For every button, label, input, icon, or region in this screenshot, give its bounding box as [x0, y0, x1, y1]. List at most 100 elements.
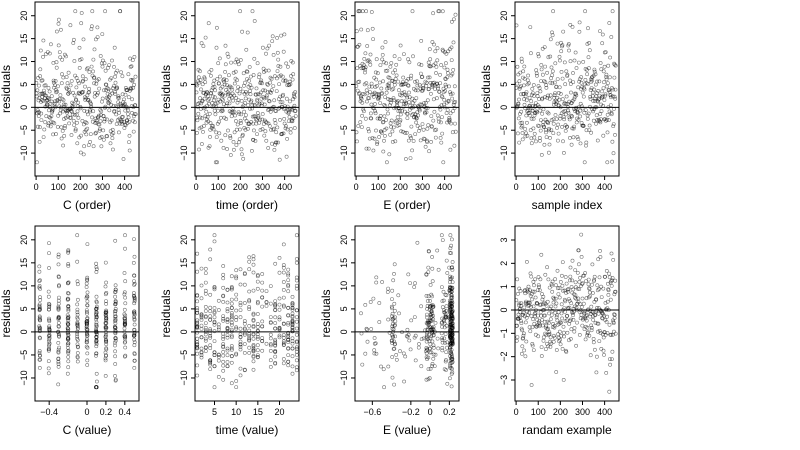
data-point	[424, 355, 429, 360]
x-tick-label: 100	[371, 182, 386, 192]
data-point	[370, 26, 375, 31]
data-point	[415, 240, 420, 245]
data-point	[66, 291, 71, 296]
data-point	[247, 332, 252, 337]
data-point	[550, 69, 555, 74]
data-point	[520, 344, 525, 349]
data-point	[56, 43, 61, 48]
data-point	[203, 325, 208, 330]
data-point	[570, 278, 575, 283]
data-point	[429, 114, 434, 119]
data-point	[225, 353, 230, 358]
data-point	[272, 118, 277, 122]
data-point	[85, 321, 89, 326]
data-point	[375, 71, 380, 76]
data-point	[65, 371, 70, 376]
data-point	[426, 367, 431, 372]
data-point	[556, 332, 561, 337]
data-point	[254, 92, 259, 97]
data-point	[56, 252, 61, 257]
data-point	[599, 346, 604, 351]
data-point	[225, 287, 230, 292]
data-point	[76, 297, 80, 302]
data-point	[37, 329, 42, 334]
data-point	[234, 326, 239, 331]
data-point	[381, 149, 386, 154]
data-point	[537, 284, 542, 289]
data-point	[571, 135, 576, 140]
data-point	[552, 335, 557, 340]
data-point	[610, 94, 615, 99]
data-point	[523, 320, 528, 325]
data-point	[450, 267, 455, 272]
data-point	[375, 142, 380, 146]
data-point	[255, 111, 260, 115]
data-point	[292, 95, 297, 100]
data-point	[411, 139, 416, 143]
data-point	[255, 132, 259, 137]
x-tick-label: 400	[437, 182, 452, 192]
data-point	[575, 110, 580, 115]
data-point	[195, 351, 200, 356]
data-point	[529, 51, 533, 56]
data-point	[234, 325, 239, 330]
y-tick-label: −10	[499, 145, 509, 160]
data-point	[515, 81, 520, 86]
data-point	[274, 89, 279, 94]
data-point	[281, 295, 286, 300]
data-point	[566, 108, 571, 113]
data-point	[260, 127, 265, 132]
data-point	[203, 338, 208, 343]
data-point	[84, 285, 89, 289]
data-point	[449, 276, 453, 281]
data-point	[608, 297, 613, 302]
data-point	[517, 303, 521, 308]
data-point	[113, 238, 118, 243]
data-point	[393, 319, 398, 324]
data-point	[195, 345, 200, 350]
data-point	[52, 85, 56, 90]
data-point	[448, 329, 453, 334]
data-point	[600, 89, 604, 94]
data-point	[563, 299, 568, 304]
data-point	[101, 128, 106, 133]
data-point	[115, 104, 120, 109]
data-point	[539, 345, 544, 350]
data-point	[357, 42, 362, 47]
data-point	[389, 338, 394, 343]
y-tick-label: 5	[179, 306, 189, 311]
data-point	[199, 317, 204, 322]
data-point	[286, 333, 291, 338]
data-point	[68, 23, 73, 28]
data-point	[132, 112, 137, 117]
data-point	[94, 265, 99, 270]
data-point	[393, 139, 398, 144]
data-point	[208, 346, 213, 351]
data-point	[221, 98, 226, 103]
data-point	[403, 354, 408, 359]
data-point	[443, 61, 448, 66]
data-point	[444, 111, 449, 116]
data-point	[431, 352, 436, 357]
data-point	[431, 345, 436, 350]
data-point	[587, 333, 592, 338]
data-point	[286, 267, 291, 272]
data-point	[229, 274, 234, 279]
data-point	[133, 74, 138, 79]
data-point	[606, 118, 611, 123]
data-point	[228, 153, 233, 157]
data-point	[277, 255, 282, 260]
data-point	[198, 115, 203, 120]
data-point	[208, 367, 213, 372]
data-point	[444, 84, 449, 89]
data-point	[94, 261, 99, 266]
data-point	[391, 98, 396, 103]
data-point	[366, 126, 371, 131]
data-point	[449, 372, 454, 376]
y-axis-label: residuals	[479, 65, 493, 113]
data-point	[113, 319, 117, 323]
data-point	[208, 359, 213, 364]
data-point	[251, 343, 256, 347]
data-point	[132, 297, 137, 302]
